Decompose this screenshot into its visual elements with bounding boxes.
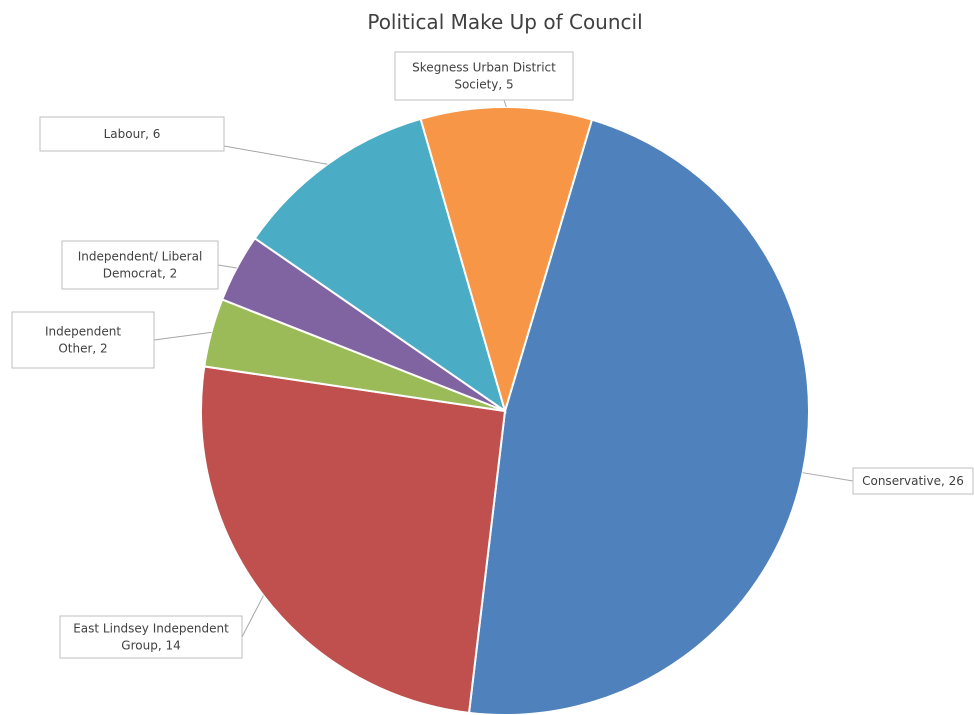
data-label-labour: Labour, 6 xyxy=(104,127,161,141)
pie-slice-conservative xyxy=(467,118,810,715)
leader-line-independent-liberal-democrat xyxy=(217,264,237,269)
callout-box-east-lindsey-independent-group xyxy=(59,615,243,659)
chart-title: Political Make Up of Council xyxy=(367,10,643,34)
pie-slice-labour xyxy=(253,117,507,414)
callout-box-independent-other xyxy=(11,311,155,369)
callout-box-independent-liberal-democrat xyxy=(61,240,219,290)
data-label-east-lindsey-independent-group: East Lindsey Independent xyxy=(73,622,229,636)
callout-box-conservative xyxy=(852,467,974,495)
leader-line-skegness-urban-district-society xyxy=(503,99,507,108)
pie-slice-east-lindsey-independent-group xyxy=(200,365,507,714)
leader-line-labour xyxy=(223,145,328,165)
leader-line-east-lindsey-independent-group xyxy=(241,595,264,638)
data-label-independent-other: Independent xyxy=(45,325,121,339)
data-label-independent-other: Other, 2 xyxy=(58,342,107,356)
data-label-independent-liberal-democrat: Democrat, 2 xyxy=(103,267,178,281)
callout-box-labour xyxy=(39,116,225,152)
leader-line-conservative xyxy=(802,472,854,482)
data-label-conservative: Conservative, 26 xyxy=(862,474,964,488)
data-label-skegness-urban-district-society: Society, 5 xyxy=(454,78,513,92)
leader-line-independent-other xyxy=(153,331,212,341)
data-label-skegness-urban-district-society: Skegness Urban District xyxy=(412,61,556,75)
data-label-east-lindsey-independent-group: Group, 14 xyxy=(121,639,180,653)
callout-box-skegness-urban-district-society xyxy=(394,51,574,101)
pie-slice-skegness-urban-district-society xyxy=(419,106,594,415)
data-label-independent-liberal-democrat: Independent/ Liberal xyxy=(78,250,203,264)
